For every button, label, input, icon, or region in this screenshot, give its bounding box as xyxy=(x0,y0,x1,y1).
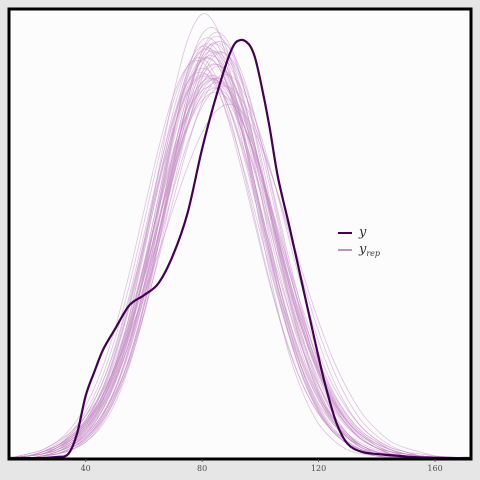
x-tick-label: 120 xyxy=(311,464,326,473)
yrep-draw-line xyxy=(10,86,470,458)
x-tick-label: 40 xyxy=(81,464,91,473)
x-tick-label: 80 xyxy=(197,464,207,473)
legend-label-y: y xyxy=(358,225,367,240)
observed-y-line xyxy=(10,38,470,458)
yrep-draw-line xyxy=(10,51,470,458)
legend: y yrep xyxy=(338,225,380,258)
legend-label-yrep-sub: rep xyxy=(366,249,380,258)
yrep-draw-line xyxy=(10,91,470,458)
legend-label-yrep: yrep xyxy=(358,242,380,258)
plot-frame xyxy=(7,7,473,461)
x-axis: 40 80 120 160 xyxy=(81,459,443,473)
panel-background xyxy=(9,9,471,459)
x-tick-label: 160 xyxy=(427,464,442,473)
observed-y-series xyxy=(10,38,470,458)
